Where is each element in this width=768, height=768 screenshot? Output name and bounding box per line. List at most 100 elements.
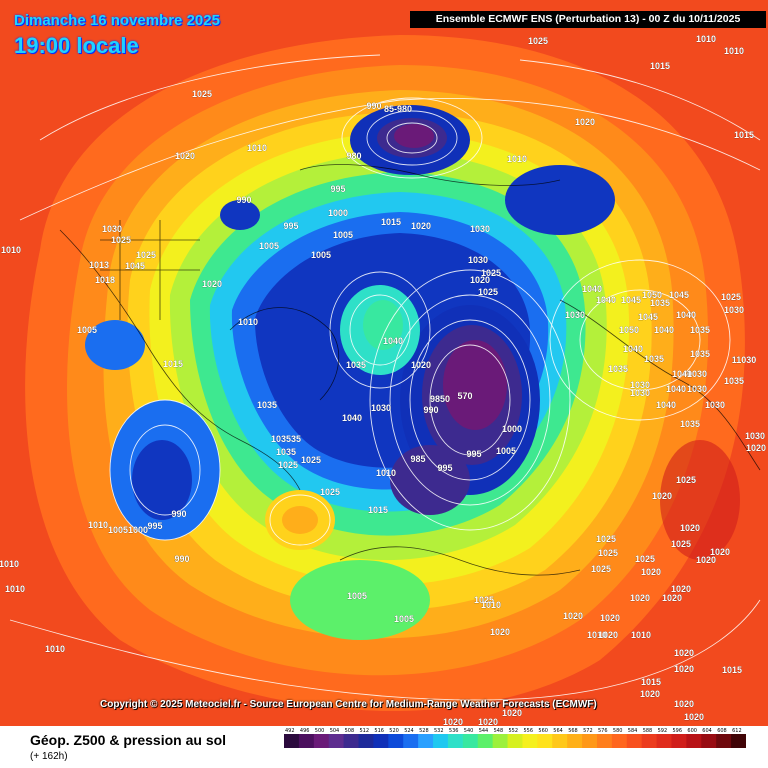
isobar-label: 1030 [468, 255, 488, 265]
isobar-label: 1010 [45, 644, 65, 654]
isobars [9, 54, 761, 701]
colorbar-swatch [626, 734, 643, 748]
isobar-label: 1040 [383, 336, 403, 346]
isobar-label: 1020 [674, 648, 694, 658]
colorbar-label: 584 [627, 728, 638, 734]
colorbar-label: 572 [583, 728, 593, 734]
isobar-label: 1030 [565, 310, 585, 320]
isobar-label: 1010 [507, 154, 527, 164]
colorbar-label: 608 [717, 728, 727, 734]
colorbar-swatch [522, 734, 538, 748]
colorbar-label: 564 [553, 728, 563, 734]
colorbar [284, 734, 746, 748]
colorbar-label: 560 [538, 728, 548, 734]
isobar-label: 1025 [596, 534, 616, 544]
legend-footer: Géop. Z500 & pression au sol (+ 162h) 49… [0, 726, 768, 768]
colorbar-swatch [701, 734, 717, 748]
isobar-label: 1010 [587, 630, 607, 640]
map-title: Géop. Z500 & pression au sol [30, 732, 227, 748]
isobar-label: 1020 [470, 275, 490, 285]
isobar-label: 1025 [474, 595, 494, 605]
isobar-label: 103535 [271, 434, 301, 444]
isobar-label: 1035 [690, 349, 710, 359]
isobar-label: 1025 [320, 487, 340, 497]
forecast-date: Dimanche 16 novembre 2025 [14, 12, 220, 29]
isobar-label: 1010 [724, 46, 744, 56]
isobar-label: 1020 [443, 717, 463, 726]
colorbar-label: 532 [434, 728, 444, 734]
isobar-label: 1020 [202, 279, 222, 289]
isobar-label: 1040 [676, 310, 696, 320]
colorbar-swatch [343, 734, 360, 748]
coastlines [59, 164, 761, 576]
isobar-label: 1035 [690, 325, 710, 335]
colorbar-label: 580 [612, 728, 623, 734]
colorbar-swatch [716, 734, 732, 748]
isobar-label: 1030 [630, 388, 650, 398]
colorbar-label: 500 [314, 728, 325, 734]
colorbar-label: 536 [448, 728, 459, 734]
isobar-label: 1025 [635, 554, 655, 564]
colorbar-swatch [403, 734, 419, 748]
colorbar-label: 588 [642, 728, 653, 734]
isobar-label: 1010 [5, 584, 25, 594]
isobar-label: 995 [147, 521, 162, 531]
colorbar-labels: 492 496 500 504 508 512 516 520 524 528 532 536 540 5… [284, 728, 746, 737]
forecast-time: 19:00 locale [14, 33, 139, 58]
isobar-label: 1020 [411, 221, 431, 231]
ensemble-banner: Ensemble ECMWF ENS (Perturbation 13) - 0… [410, 11, 766, 28]
colorbar-label: 524 [404, 728, 414, 734]
isobar-label: 1025 [676, 475, 696, 485]
colorbar-label: 600 [687, 728, 697, 734]
isobar-label: 1005 [259, 241, 279, 251]
colorbar-swatch [388, 734, 404, 748]
isobar-label: 1030 [371, 403, 391, 413]
isobar-label: 1025 [671, 539, 691, 549]
isobar-label: 990 [423, 405, 438, 415]
colorbar-swatch [567, 734, 583, 748]
copyright-text: Copyright © 2025 Meteociel.fr - Source E… [100, 699, 597, 710]
colorbar-label: 496 [299, 728, 310, 734]
isobar-label: 1050 [642, 290, 662, 300]
isobar-label: 1020 [175, 151, 195, 161]
isobar-label: 1020 [630, 593, 650, 603]
isobar-label: 1005 [347, 591, 367, 601]
isobar-label: 1005 [77, 325, 97, 335]
colorbar-swatch [537, 734, 553, 748]
colorbar-swatch [447, 734, 464, 748]
colorbar-swatch [596, 734, 613, 748]
isobar-label: 995 [466, 449, 481, 459]
isobar-label: 1025 [591, 564, 611, 574]
colorbar-swatch [284, 734, 300, 748]
isobar-label: 1020 [652, 491, 672, 501]
isobar-label: 11030 [732, 355, 757, 365]
colorbar-swatch [462, 734, 479, 748]
isobar-label: 1015 [381, 217, 401, 227]
isobar-label: 1040 [654, 325, 674, 335]
isobar-label: 1035 [346, 360, 366, 370]
isobar-label: 1020 [680, 523, 700, 533]
colorbar-label: 576 [598, 728, 608, 734]
isobar-label: 1030 [745, 431, 765, 441]
colorbar-label: 548 [493, 728, 504, 734]
isobar-label: 995 [283, 221, 298, 231]
isobar-label: 1018 [95, 275, 115, 285]
colorbar-swatch [731, 734, 746, 748]
isobar-label: 1010 [696, 34, 716, 44]
colorbar-swatch [492, 734, 509, 748]
isobar-label: 1005 [394, 614, 414, 624]
isobar-label: 1025 [278, 460, 298, 470]
isobar-label: 1015 [734, 130, 754, 140]
isobar-label: 85-980 [384, 104, 412, 114]
isobar-label: 985 [410, 454, 425, 464]
colorbar-swatch [373, 734, 389, 748]
isobar-label: 9850 [430, 394, 450, 404]
isobar-label: 1015 [368, 505, 388, 515]
isobar-label: 980 [346, 151, 361, 161]
isobar-label: 1015 [163, 359, 183, 369]
colorbar-swatch [656, 734, 672, 748]
isobar-label: 1015 [722, 665, 742, 675]
isobar-label: 1020 [598, 630, 618, 640]
isobar-label: 1035 [257, 400, 277, 410]
isobar-label: 1005 [333, 230, 353, 240]
